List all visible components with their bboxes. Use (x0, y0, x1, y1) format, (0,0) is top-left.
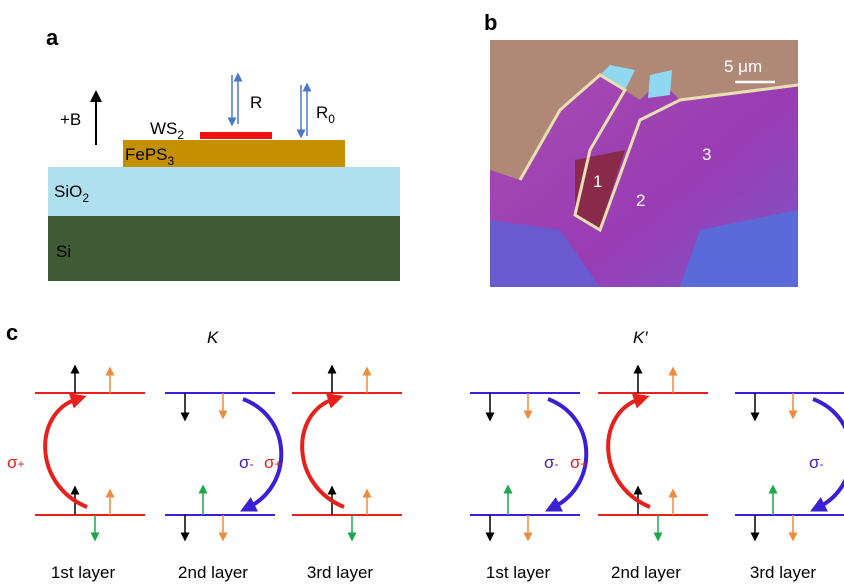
sio2-layer (48, 167, 400, 216)
subscript: 2 (177, 128, 184, 142)
ws2-layer (200, 132, 272, 139)
transition-label: σ- (544, 453, 559, 472)
sign: - (250, 457, 254, 471)
transition-label: σ- (239, 453, 254, 472)
symbol: σ (239, 453, 250, 472)
region-label: 2 (636, 191, 645, 210)
sign: - (555, 457, 559, 471)
symbol: σ (264, 453, 275, 472)
reflection-label: R (250, 93, 262, 112)
transition-arrow (302, 399, 344, 507)
subscript: 3 (168, 154, 175, 168)
panel-label: c (6, 320, 18, 345)
figure: a +B WS2 FePS3 SiO2 Si R R0 b 5 μm 1 2 3… (0, 0, 844, 587)
subscript: 2 (82, 191, 89, 205)
panel-label: a (46, 25, 59, 50)
valley-label: K′ (633, 328, 648, 347)
layer-label: 3rd layer (307, 563, 373, 582)
transition-label: σ+ (264, 453, 282, 472)
symbol: σ (7, 453, 18, 472)
micrograph (490, 40, 798, 287)
transition-label: σ+ (7, 453, 25, 472)
symbol: σ (809, 453, 820, 472)
transition-arrow (608, 399, 650, 507)
reference-label: R0 (316, 103, 335, 126)
panel-label: b (484, 10, 497, 35)
sign: + (275, 457, 282, 471)
region-label: 3 (702, 145, 711, 164)
transition-label: σ- (809, 453, 824, 472)
layer-label: 1st layer (51, 563, 116, 582)
layer-label: 3rd layer (750, 563, 816, 582)
text: FePS (125, 145, 168, 164)
si-layer (48, 216, 400, 281)
subscript: 0 (328, 112, 335, 126)
ws2-label: WS2 (150, 119, 184, 142)
sign: - (820, 457, 824, 471)
valley-label: K (207, 328, 219, 347)
si-label: Si (56, 242, 71, 261)
field-label: +B (60, 110, 81, 129)
sign: + (18, 457, 25, 471)
text: WS (150, 119, 177, 138)
region-label: 1 (593, 172, 602, 191)
sign: + (581, 457, 588, 471)
symbol: σ (570, 453, 581, 472)
text: SiO (54, 182, 82, 201)
transition-arrow (45, 399, 87, 507)
layer-label: 1st layer (486, 563, 551, 582)
symbol: σ (544, 453, 555, 472)
layer-label: 2nd layer (178, 563, 248, 582)
layer-label: 2nd layer (611, 563, 681, 582)
text: R (316, 103, 328, 122)
scale-bar-label: 5 μm (724, 57, 762, 76)
